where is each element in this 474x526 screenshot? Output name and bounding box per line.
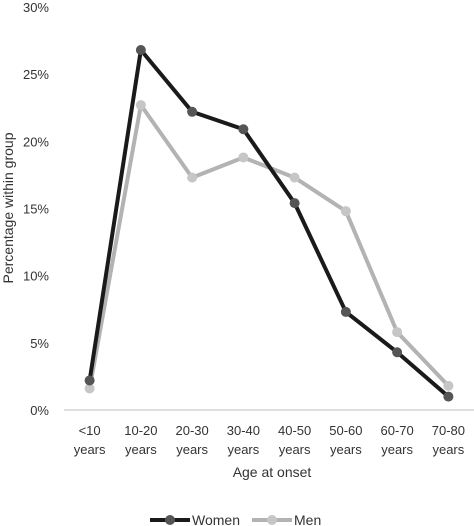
data-point-women bbox=[187, 106, 198, 117]
data-point-women bbox=[238, 124, 249, 135]
data-point-women bbox=[392, 347, 403, 358]
y-tick-label: 10% bbox=[23, 269, 49, 284]
data-point-men bbox=[289, 172, 300, 183]
y-tick-label: 25% bbox=[23, 67, 49, 82]
x-tick-label: 30-40 years bbox=[227, 423, 260, 457]
x-axis: <10 years 10-20 years 20-30 years 30-40 years 40… bbox=[64, 409, 474, 457]
series-line-women bbox=[87, 47, 450, 399]
plot-area bbox=[84, 44, 454, 402]
x-axis-title: Age at onset bbox=[233, 464, 312, 480]
data-point-men bbox=[238, 152, 249, 163]
legend-marker-men bbox=[267, 515, 277, 525]
y-tick-label: 15% bbox=[23, 202, 49, 217]
data-point-men bbox=[187, 172, 198, 183]
data-point-women bbox=[135, 44, 146, 55]
data-point-men bbox=[392, 327, 403, 338]
data-point-women bbox=[289, 198, 300, 209]
y-tick-label: 30% bbox=[23, 0, 49, 15]
data-point-women bbox=[84, 375, 95, 386]
x-tick-label: 20-30 years bbox=[176, 423, 209, 457]
x-tick-label: 10-20 years bbox=[124, 423, 157, 457]
data-point-men bbox=[340, 206, 351, 217]
data-point-men bbox=[443, 380, 454, 391]
x-tick-label: <10 years bbox=[74, 423, 106, 457]
y-tick-label: 20% bbox=[23, 134, 49, 149]
data-point-women bbox=[340, 306, 351, 317]
y-tick-label: 0% bbox=[30, 403, 49, 418]
x-tick-label: 40-50 years bbox=[278, 423, 311, 457]
x-tick-label: 60-70 years bbox=[381, 423, 414, 457]
legend-marker-women bbox=[165, 515, 175, 525]
data-point-women bbox=[443, 391, 454, 402]
series-line-men bbox=[87, 103, 450, 389]
data-point-men bbox=[135, 100, 146, 111]
legend-label-women: Women bbox=[192, 512, 240, 526]
y-axis: 0% 5% 10% 15% 20% 25% 30% bbox=[23, 0, 49, 418]
y-tick-label: 5% bbox=[30, 336, 49, 351]
x-tick-label: 50-60 years bbox=[329, 423, 362, 457]
y-axis-title: Percentage within group bbox=[0, 132, 16, 283]
legend: Women Men bbox=[150, 512, 321, 526]
legend-label-men: Men bbox=[294, 512, 321, 526]
x-tick-label: 70-80 years bbox=[432, 423, 465, 457]
data-point-men bbox=[84, 383, 95, 394]
